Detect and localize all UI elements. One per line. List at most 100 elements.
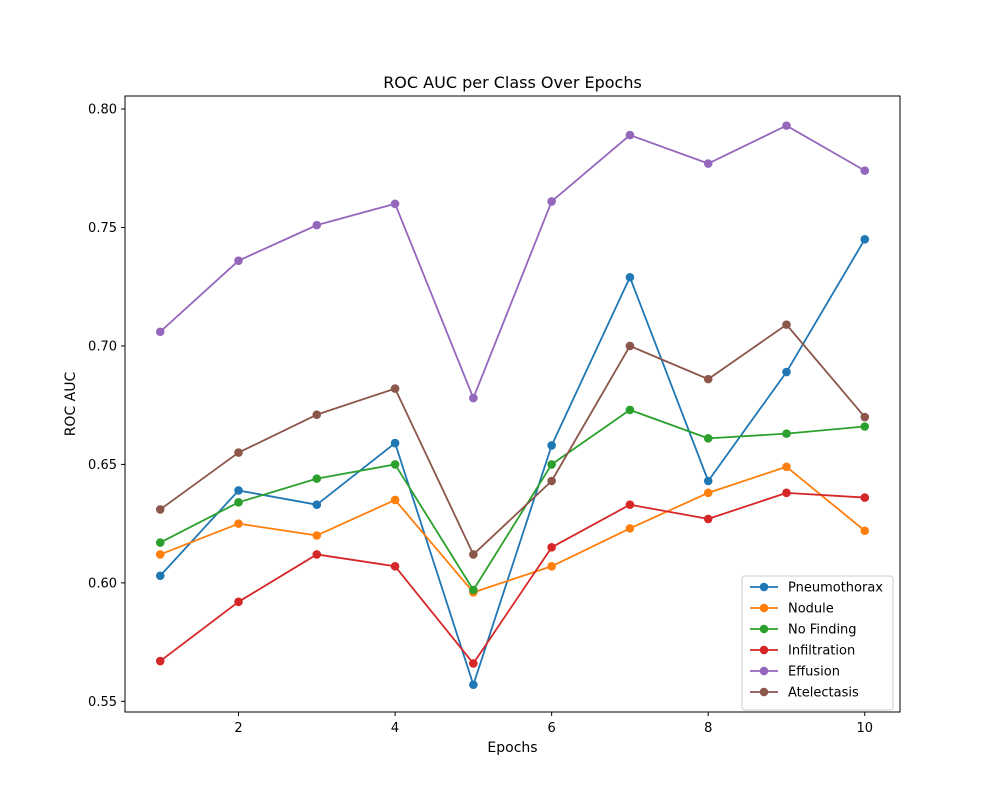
data-point-no-finding xyxy=(703,434,713,443)
legend-label-no-finding: No Finding xyxy=(788,623,857,638)
x-tick-label: 4 xyxy=(391,721,399,736)
legend-label-pneumothorax: Pneumothorax xyxy=(788,581,883,596)
legend-marker-infiltration xyxy=(759,645,769,655)
y-tick-label: 0.60 xyxy=(88,576,117,591)
data-point-nodule xyxy=(312,531,322,540)
data-point-effusion xyxy=(390,199,400,209)
data-point-atelectasis xyxy=(860,412,870,422)
data-point-nodule xyxy=(234,519,243,528)
x-tick-label: 2 xyxy=(234,721,242,736)
data-point-atelectasis xyxy=(625,341,635,351)
legend-label-infiltration: Infiltration xyxy=(788,644,855,659)
data-point-infiltration xyxy=(860,493,870,502)
data-point-pneumothorax xyxy=(155,571,165,581)
y-axis: 0.55 0.60 0.65 0.70 0.75 0.80 xyxy=(88,103,125,710)
data-point-pneumothorax xyxy=(390,438,400,448)
legend: Pneumothorax Nodule No Finding Infiltration… xyxy=(741,575,894,711)
data-point-pneumothorax xyxy=(234,486,243,495)
data-point-no-finding xyxy=(547,460,556,469)
data-point-effusion xyxy=(703,159,713,168)
y-tick-label: 0.65 xyxy=(88,458,117,473)
data-point-infiltration xyxy=(703,514,713,524)
y-tick-label: 0.55 xyxy=(88,695,117,710)
data-point-no-finding xyxy=(312,474,322,483)
y-tick-label: 0.80 xyxy=(88,103,117,118)
legend-marker-effusion xyxy=(759,666,769,676)
x-axis: 2 4 6 8 10 xyxy=(234,712,873,736)
legend-label-effusion: Effusion xyxy=(788,665,840,680)
data-point-infiltration xyxy=(625,500,635,509)
x-tick-label: 10 xyxy=(856,721,873,736)
data-point-no-finding xyxy=(625,405,635,415)
series-atelectasis xyxy=(155,320,870,559)
data-point-infiltration xyxy=(234,597,243,607)
data-point-infiltration xyxy=(469,659,478,668)
series-no-finding xyxy=(155,405,870,595)
data-point-atelectasis xyxy=(234,448,243,457)
data-point-atelectasis xyxy=(155,505,165,514)
series-line-no-finding xyxy=(159,409,865,591)
data-point-effusion xyxy=(312,220,322,230)
legend-label-nodule: Nodule xyxy=(788,602,834,617)
data-point-nodule xyxy=(860,526,870,536)
data-point-nodule xyxy=(782,462,791,472)
data-point-infiltration xyxy=(312,550,322,559)
data-point-effusion xyxy=(234,256,243,265)
data-point-effusion xyxy=(860,166,870,175)
x-axis-title: Epochs xyxy=(487,740,537,756)
data-point-effusion xyxy=(155,327,165,337)
data-point-infiltration xyxy=(390,561,400,571)
data-point-no-finding xyxy=(390,460,400,469)
data-point-pneumothorax xyxy=(469,680,478,690)
plot-area xyxy=(124,95,901,713)
series-infiltration xyxy=(155,488,870,668)
data-point-nodule xyxy=(155,550,165,559)
data-point-nodule xyxy=(390,495,400,505)
series-effusion xyxy=(155,121,870,403)
series-pneumothorax xyxy=(155,235,870,690)
legend-marker-no-finding xyxy=(759,624,769,634)
legend-label-atelectasis: Atelectasis xyxy=(788,686,859,701)
legend-marker-pneumothorax xyxy=(759,582,769,592)
data-point-atelectasis xyxy=(312,410,322,419)
legend-marker-atelectasis xyxy=(759,687,769,697)
data-point-pneumothorax xyxy=(860,235,870,244)
x-tick-label: 8 xyxy=(704,721,712,736)
data-point-pneumothorax xyxy=(703,476,713,486)
data-point-pneumothorax xyxy=(312,500,322,509)
data-point-effusion xyxy=(625,130,635,140)
data-point-no-finding xyxy=(782,429,791,438)
data-point-infiltration xyxy=(547,543,556,552)
series-line-atelectasis xyxy=(159,323,866,556)
chart-title: ROC AUC per Class Over Epochs xyxy=(383,73,642,92)
data-point-pneumothorax xyxy=(547,441,556,450)
legend-box xyxy=(741,575,894,711)
data-point-nodule xyxy=(703,488,713,498)
data-point-nodule xyxy=(625,524,635,533)
data-point-pneumothorax xyxy=(625,272,635,282)
series-line-infiltration xyxy=(159,491,865,665)
plot-frame xyxy=(124,95,901,713)
series-group xyxy=(155,121,870,690)
legend-marker-nodule xyxy=(759,603,769,613)
data-point-atelectasis xyxy=(782,320,791,329)
data-point-effusion xyxy=(782,121,791,130)
x-tick-label: 6 xyxy=(548,721,556,736)
data-point-infiltration xyxy=(782,488,791,498)
data-point-no-finding xyxy=(234,498,243,507)
data-point-effusion xyxy=(547,197,556,206)
series-line-pneumothorax xyxy=(159,238,866,686)
data-point-atelectasis xyxy=(469,550,478,559)
data-point-infiltration xyxy=(155,656,165,666)
data-point-pneumothorax xyxy=(782,367,791,377)
data-point-nodule xyxy=(547,561,556,571)
y-axis-title: ROC AUC xyxy=(63,371,79,436)
y-tick-label: 0.75 xyxy=(88,221,117,236)
data-point-atelectasis xyxy=(703,374,713,384)
data-point-atelectasis xyxy=(390,384,400,393)
data-point-no-finding xyxy=(469,585,478,595)
series-line-effusion xyxy=(159,124,866,399)
data-point-effusion xyxy=(469,393,478,403)
